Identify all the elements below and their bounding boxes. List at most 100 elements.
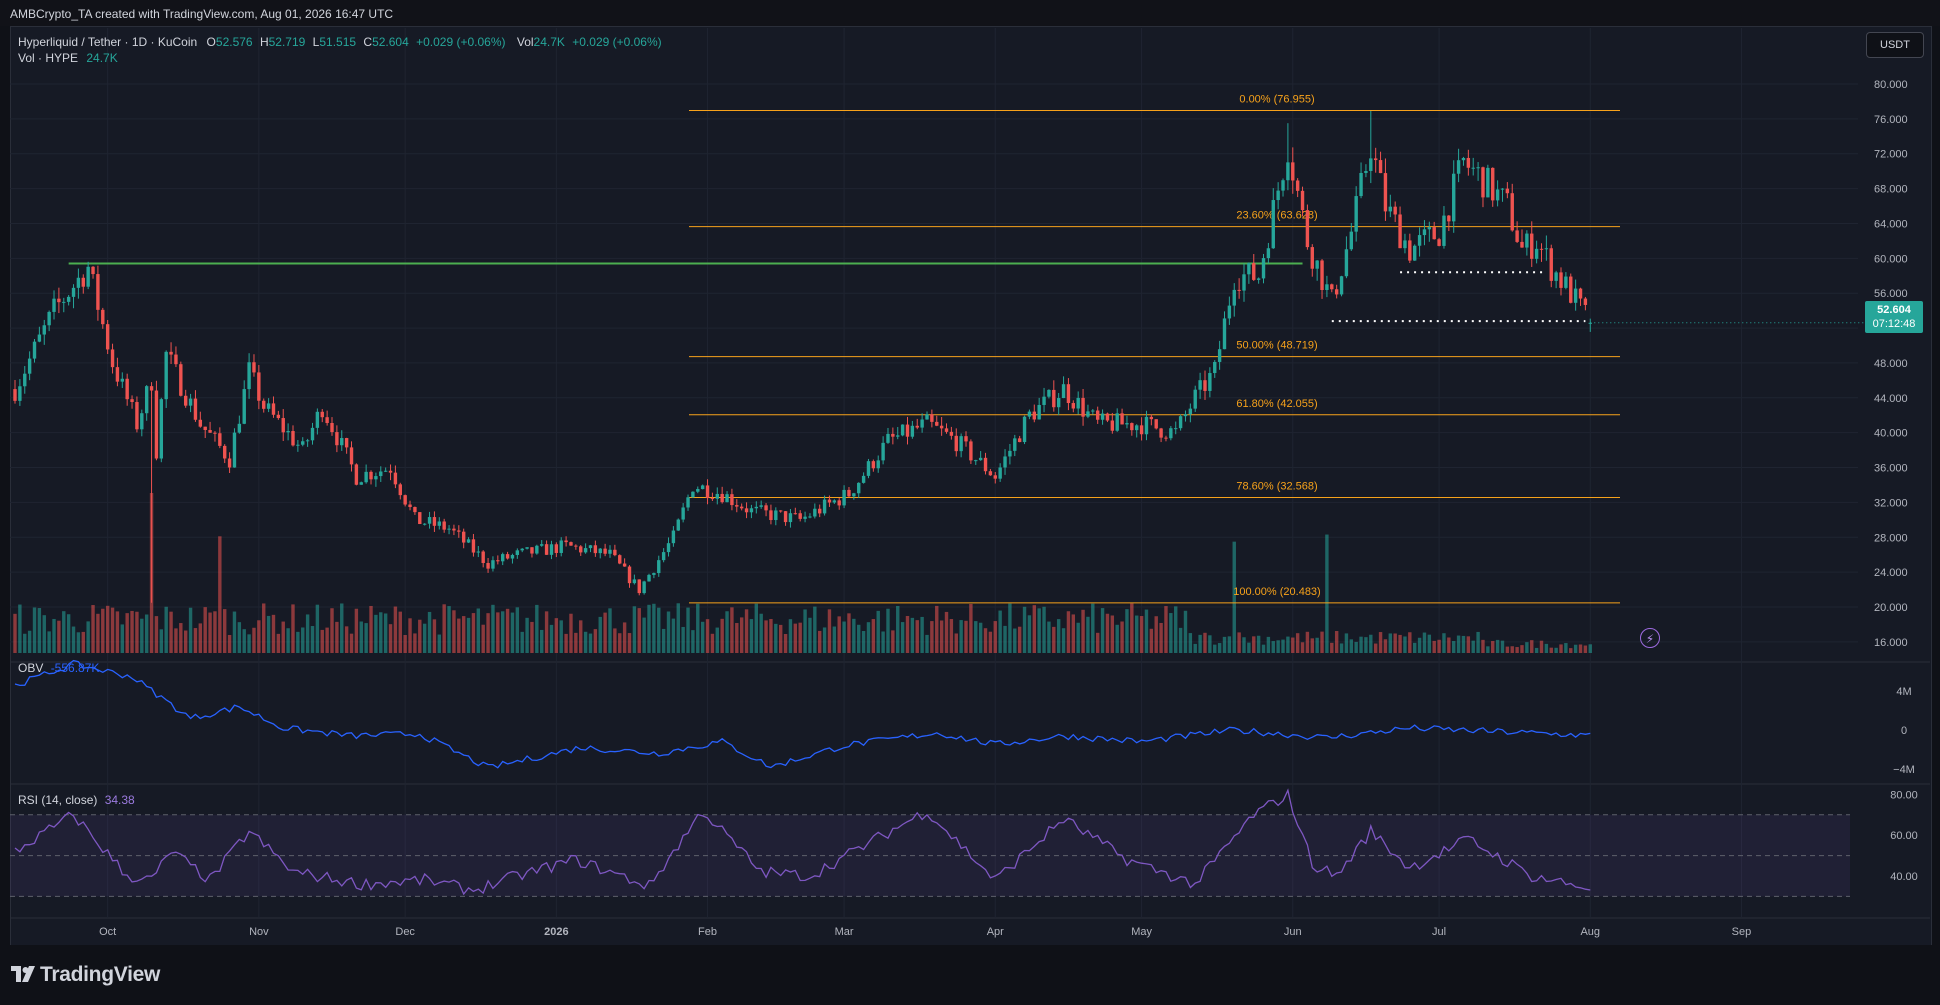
candle-body [320, 411, 324, 418]
volume-bar [1017, 626, 1022, 653]
volume-bar [344, 626, 349, 653]
price-tick-label: 28.000 [1874, 532, 1908, 544]
candle-body [1525, 233, 1529, 248]
chart-area[interactable] [10, 26, 1932, 946]
volume-bar [691, 630, 695, 653]
volume-bar [1110, 615, 1115, 653]
candle-body [1164, 437, 1168, 439]
volume-bar [769, 619, 773, 653]
candle-body [905, 424, 910, 437]
time-tick-label: Feb [698, 926, 717, 938]
volume-bar [1310, 638, 1314, 653]
volume-bar [52, 618, 56, 653]
candle-body [27, 358, 32, 374]
volume-bar [262, 603, 266, 653]
candle-body [1315, 260, 1319, 269]
candle-body [1325, 284, 1329, 290]
candle-body [1125, 423, 1129, 425]
candle-body [1383, 173, 1388, 212]
candle-body [271, 403, 276, 415]
volume-bar [725, 611, 729, 653]
volume-bar [354, 608, 359, 653]
currency-button[interactable]: USDT [1866, 32, 1924, 58]
vol-hype-value: 24.7K [86, 51, 118, 65]
fib-level-label: 50.00% (48.719) [1236, 340, 1317, 352]
volume-bar [1320, 631, 1324, 653]
candle-body [1520, 241, 1524, 248]
volume-bar [1095, 632, 1100, 653]
candle-body [1154, 419, 1158, 429]
candle-body [281, 418, 285, 433]
volume-bar [1295, 633, 1300, 653]
candle-body [96, 274, 100, 310]
candle-body [76, 277, 81, 288]
vol-value: 24.7K [533, 35, 565, 49]
candle-body [520, 548, 524, 551]
candle-body [1359, 172, 1363, 197]
last-price-badge: 52.604 07:12:48 [1865, 301, 1923, 333]
volume-bar [32, 607, 37, 653]
candle-body [1227, 305, 1232, 319]
candle-body [1559, 272, 1563, 288]
volume-bar [1569, 648, 1573, 653]
candle-body [1105, 413, 1110, 421]
candle-body [1256, 278, 1261, 280]
candle-body [135, 402, 139, 430]
candle-body [593, 545, 598, 554]
volume-bar [754, 603, 759, 653]
candle-body [930, 414, 934, 422]
candle-body [1447, 215, 1451, 222]
candle-body [1369, 158, 1373, 171]
volume-bar [1549, 647, 1553, 653]
volume-bar [744, 609, 749, 653]
candle-body [1481, 167, 1485, 198]
bar-countdown: 07:12:48 [1872, 318, 1916, 330]
volume-bar [1232, 541, 1236, 653]
volume-bar [1008, 603, 1012, 653]
candle-body [598, 548, 602, 554]
candle-body [159, 399, 164, 459]
volume-legend: Vol · HYPE 24.7K [18, 51, 118, 65]
candle-body [803, 516, 807, 519]
volume-bar [735, 623, 739, 653]
vol-label: Vol [516, 35, 534, 49]
volume-bar [827, 609, 832, 653]
volume-bar [1510, 646, 1514, 653]
volume-bar [1573, 644, 1578, 653]
volume-bar [730, 607, 734, 653]
obv-label: OBV [18, 661, 44, 675]
candle-body [1491, 167, 1495, 201]
volume-bar [1217, 643, 1222, 653]
candle-body [1052, 389, 1056, 408]
volume-bar [627, 633, 632, 653]
candle-body [1095, 410, 1100, 420]
volume-bar [227, 634, 232, 653]
candle-body [705, 485, 710, 499]
candle-body [1495, 189, 1500, 201]
low-value: 51.515 [319, 35, 357, 49]
time-tick-label: Aug [1580, 926, 1600, 938]
volume-bar [1213, 644, 1217, 653]
candle-body [1281, 180, 1285, 191]
candle-body [1174, 428, 1178, 430]
volume-bar [549, 624, 554, 653]
volume-bar [1559, 644, 1563, 653]
volume-bar [1066, 611, 1071, 653]
low-label: L [312, 35, 320, 49]
candle-body [954, 435, 958, 452]
candle-body [1544, 248, 1549, 250]
volume-bar [159, 629, 164, 653]
candle-body [144, 386, 149, 414]
volume-bar [1334, 631, 1339, 653]
volume-bar [1505, 646, 1510, 653]
volume-bar [1330, 642, 1334, 653]
volume-bar [101, 608, 105, 653]
lightning-icon[interactable]: ⚡ [1640, 628, 1660, 648]
volume-bar [1520, 645, 1524, 653]
volume-bar [422, 623, 427, 653]
candle-body [1149, 416, 1154, 420]
candle-body [198, 419, 203, 427]
high-label: H [259, 35, 269, 49]
volume-bar [1144, 609, 1149, 653]
